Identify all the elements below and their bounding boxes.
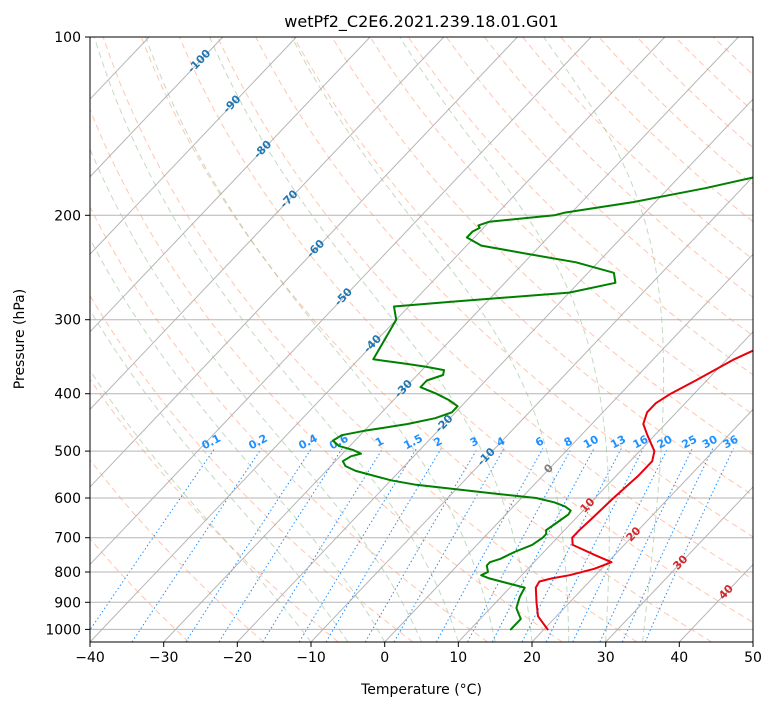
chart-title: wetPf2_C2E6.2021.239.18.01.G01 bbox=[284, 12, 558, 32]
x-tick-label: 50 bbox=[744, 650, 762, 666]
x-tick-label: 10 bbox=[449, 650, 467, 666]
x-tick-label: −30 bbox=[149, 650, 179, 666]
moist-adiabat-line bbox=[90, 148, 422, 642]
y-axis-ticks: 1000 900 800 700 600 500 400 300 200 100 bbox=[45, 30, 90, 638]
y-axis-label: Pressure (hPa) bbox=[12, 289, 28, 389]
x-tick-label: 30 bbox=[597, 650, 615, 666]
isotherm-line bbox=[531, 408, 753, 642]
dry-adiabat-line bbox=[90, 459, 264, 642]
isotherm-line bbox=[90, 37, 592, 566]
dry-adiabat-line bbox=[331, 37, 753, 456]
mixing-ratio-lines bbox=[90, 448, 734, 642]
isotherm-line bbox=[163, 37, 739, 642]
moist-adiabat-line bbox=[209, 37, 533, 642]
x-tick-label: 20 bbox=[523, 650, 541, 666]
profile-line bbox=[534, 349, 753, 631]
y-tick-label: 1000 bbox=[45, 622, 81, 638]
y-tick-label: 700 bbox=[54, 531, 81, 547]
mixing-ratio-label: 25 bbox=[680, 433, 700, 452]
moist-adiabat-line bbox=[399, 37, 610, 642]
isotherm-line bbox=[90, 37, 518, 488]
dry-adiabat-line bbox=[90, 537, 190, 642]
y-tick-label: 800 bbox=[54, 565, 81, 581]
dry-adiabat-line bbox=[90, 108, 563, 642]
y-tick-label: 900 bbox=[54, 595, 81, 611]
skewed-isotherms bbox=[90, 37, 753, 642]
y-tick-label: 400 bbox=[54, 387, 81, 403]
mixing-ratio-label: 16 bbox=[631, 433, 651, 452]
y-tick-label: 600 bbox=[54, 491, 81, 507]
x-axis-label: Temperature (°C) bbox=[360, 682, 482, 698]
isotherm-line bbox=[90, 37, 297, 256]
moist-adiabat-line bbox=[145, 37, 496, 642]
dry-adiabat-line bbox=[178, 37, 753, 623]
moist-adiabat-line bbox=[93, 37, 459, 642]
mixing-ratio-line bbox=[90, 448, 216, 631]
mixing-ratio-line bbox=[298, 448, 417, 642]
isotherm-line bbox=[384, 253, 753, 642]
isotherm-line bbox=[236, 98, 753, 642]
mixing-ratio-label: 36 bbox=[721, 433, 741, 452]
mixing-ratio-line bbox=[131, 448, 262, 642]
dry-adiabat-line bbox=[293, 37, 753, 496]
moist-adiabat-line bbox=[90, 309, 349, 642]
isotherm-line bbox=[90, 37, 371, 333]
dry-adiabat-line bbox=[102, 37, 638, 642]
mixing-ratio-line bbox=[467, 448, 572, 642]
y-tick-label: 300 bbox=[54, 313, 81, 329]
dry-adiabat-line bbox=[140, 37, 712, 642]
dry-adiabat-line bbox=[217, 37, 753, 580]
mixing-ratio-line bbox=[185, 448, 312, 642]
mixing-ratio-label: 10 bbox=[581, 433, 601, 452]
plot-frame bbox=[89, 36, 754, 643]
dry-adiabat-line bbox=[255, 37, 753, 538]
moist-adiabat-line bbox=[543, 37, 665, 642]
mixing-ratio-line bbox=[364, 448, 478, 642]
x-tick-label: −10 bbox=[296, 650, 326, 666]
moist-adiabats bbox=[90, 37, 665, 642]
y-tick-label: 500 bbox=[54, 444, 81, 460]
isotherm-line bbox=[310, 176, 753, 642]
mixing-ratio-line bbox=[262, 448, 384, 642]
x-axis-ticks: −40 −30 −20 −10 0 10 20 30 40 50 bbox=[75, 642, 762, 666]
y-tick-label: 100 bbox=[54, 30, 81, 46]
isotherm-line bbox=[90, 37, 224, 178]
mixing-ratio-label: 20 bbox=[655, 433, 675, 452]
x-tick-label: −20 bbox=[223, 650, 253, 666]
isotherm-line bbox=[457, 331, 753, 642]
x-tick-label: 40 bbox=[670, 650, 688, 666]
dry-adiabat-line bbox=[369, 37, 753, 415]
mixing-ratio-line bbox=[599, 448, 693, 642]
dry-adiabat-line bbox=[90, 205, 488, 642]
mixing-ratio-line bbox=[218, 448, 343, 642]
mixing-ratio-line bbox=[521, 448, 622, 642]
x-tick-label: −40 bbox=[75, 650, 105, 666]
x-tick-label: 0 bbox=[380, 650, 389, 666]
mixing-ratio-label: 13 bbox=[608, 433, 628, 452]
isotherm-line bbox=[605, 486, 753, 642]
data-series bbox=[331, 176, 753, 631]
moist-adiabat-line bbox=[291, 37, 570, 642]
mixing-ratio-label: 30 bbox=[700, 433, 720, 452]
moist-adiabat-line bbox=[90, 237, 386, 642]
y-tick-label: 200 bbox=[54, 208, 81, 224]
mixing-ratio-line bbox=[621, 448, 714, 642]
dry-adiabat-line bbox=[407, 37, 753, 376]
isotherm-line bbox=[90, 37, 445, 411]
profile-line bbox=[331, 176, 753, 631]
isotherm-line bbox=[90, 37, 666, 642]
